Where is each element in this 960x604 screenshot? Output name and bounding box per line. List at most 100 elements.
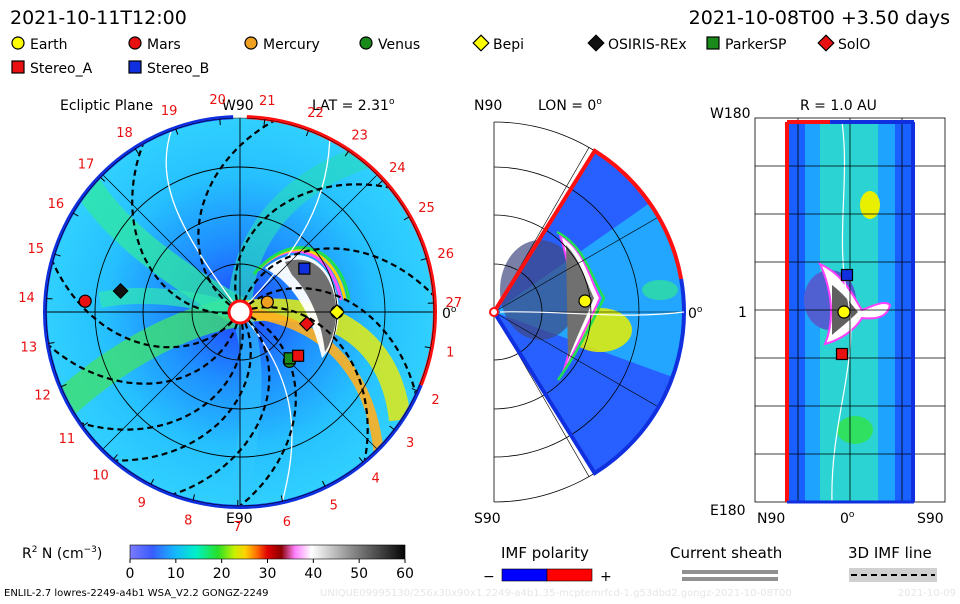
- ecliptic-title: Ecliptic Plane: [60, 98, 153, 114]
- meridional-top-label: N90: [474, 98, 502, 114]
- ecliptic-lat-label: LAT = 2.31o: [312, 97, 395, 114]
- carrington-tick-label: 25: [418, 201, 435, 216]
- carrington-tick-label: 6: [283, 515, 291, 530]
- legend-stereo-a-marker-icon: [12, 61, 24, 73]
- meridional-earth-marker: [579, 295, 591, 307]
- current-sheath-title: Current sheath: [670, 544, 782, 562]
- carrington-tick-label: 10: [92, 468, 109, 483]
- carrington-tick-label: 21: [259, 94, 276, 109]
- radial-stereo-a-marker: [837, 349, 848, 360]
- radial-r-label: R = 1.0 AU: [800, 98, 877, 114]
- meridional-panel: N90 LON = 0o S90 0o: [474, 97, 703, 527]
- legend-stereo-b-marker-icon: [129, 61, 141, 73]
- carrington-tick-label: 17: [78, 157, 95, 172]
- radial-panel: R = 1.0 AU W180 1 E180 N90 0o S90: [710, 98, 945, 527]
- radial-earth-marker: [838, 306, 850, 318]
- colorbar-tick-label: 60: [396, 566, 414, 582]
- legend-osiris-rex-marker-icon: [588, 35, 604, 51]
- colorbar-tick-label: 30: [259, 566, 277, 582]
- radial-stereo-b-marker: [842, 270, 853, 281]
- carrington-tick-label: 5: [330, 498, 338, 513]
- meridional-right-label: 0o: [688, 305, 703, 322]
- radial-bottom-zero: 0o: [840, 510, 855, 527]
- carrington-tick-label: 2: [431, 393, 439, 408]
- carrington-tick-label: 7: [233, 520, 241, 535]
- carrington-tick-label: 16: [48, 197, 65, 212]
- legend-earth-marker-icon: [12, 37, 24, 49]
- radial-top-left-label: W180: [710, 106, 751, 122]
- legend-parkersp-marker-icon: [707, 37, 719, 49]
- carrington-tick-label: 20: [209, 93, 226, 108]
- legend-venus-label: Venus: [378, 37, 420, 53]
- ecliptic-panel: Ecliptic Plane W90 LAT = 2.31o E90 0o: [18, 93, 462, 535]
- carrington-tick-label: 3: [406, 436, 414, 451]
- footer-date: 2021-10-09: [898, 588, 956, 599]
- imf-polarity-legend: IMF polarity − +: [483, 544, 612, 585]
- meridional-bottom-label: S90: [474, 511, 501, 527]
- imf-polarity-plus: +: [600, 569, 612, 585]
- imf-polarity-positive-swatch: [547, 569, 592, 581]
- imf-line-title: 3D IMF line: [848, 544, 932, 562]
- carrington-tick-label: 15: [27, 242, 44, 257]
- ecliptic-mercury-marker: [261, 296, 273, 308]
- current-sheath-legend: Current sheath: [670, 544, 782, 579]
- footer-watermark: UNIQUE09995130/256x30x90x1.2249-a4b1.35-…: [320, 588, 792, 599]
- meridional-lon-label: LON = 0o: [538, 97, 602, 114]
- radial-bottom-s90: S90: [917, 511, 944, 527]
- radial-bottom-left-label: E180: [710, 503, 746, 519]
- legend-mercury-label: Mercury: [263, 37, 320, 53]
- legend-stereo-b-label: Stereo_B: [147, 61, 209, 77]
- imf-polarity-negative-swatch: [502, 569, 547, 581]
- carrington-tick-label: 4: [371, 472, 379, 487]
- carrington-tick-label: 1: [446, 346, 454, 361]
- legend-bepi-label: Bepi: [493, 37, 524, 53]
- carrington-tick-label: 8: [184, 514, 192, 529]
- imf-polarity-minus: −: [483, 569, 495, 585]
- legend-earth-label: Earth: [30, 37, 68, 53]
- legend-solo-label: SolO: [838, 37, 870, 53]
- carrington-tick-label: 23: [351, 129, 368, 144]
- carrington-tick-label: 13: [21, 341, 38, 356]
- legend-parkersp-label: ParkerSP: [725, 37, 786, 53]
- legend-bepi-marker-icon: [473, 35, 489, 51]
- carrington-tick-label: 11: [59, 432, 76, 447]
- colorbar-tick-label: 20: [213, 566, 231, 582]
- legend-mars-marker-icon: [129, 37, 141, 49]
- carrington-tick-label: 18: [116, 126, 133, 141]
- carrington-tick-label: 19: [161, 104, 178, 119]
- colorbar-tick-label: 40: [304, 566, 322, 582]
- carrington-tick-label: 12: [34, 388, 51, 403]
- legend-osiris-rex-label: OSIRIS-REx: [608, 37, 687, 53]
- carrington-tick-label: 22: [307, 106, 324, 121]
- colorbar-gradient: [130, 545, 405, 559]
- meridional-sun-marker: [490, 308, 498, 316]
- legend-stereo-a-label: Stereo_A: [30, 61, 93, 77]
- model-time: 2021-10-08T00 +3.50 days: [689, 7, 950, 29]
- carrington-tick-label: 24: [389, 161, 406, 176]
- ecliptic-stereo-b-marker: [299, 263, 310, 274]
- sun-marker: [229, 301, 251, 323]
- carrington-tick-label: 14: [18, 291, 35, 306]
- imf-polarity-title: IMF polarity: [501, 544, 589, 562]
- legend-mars-label: Mars: [147, 37, 181, 53]
- carrington-tick-label: 9: [138, 496, 146, 511]
- imf-line-legend: 3D IMF line: [848, 544, 937, 582]
- legend-venus-marker-icon: [360, 37, 372, 49]
- carrington-tick-label: 26: [437, 247, 454, 262]
- legend-mercury-marker-icon: [245, 37, 257, 49]
- spacecraft-legend: Earth Mars Mercury Venus Bepi OSIRIS-REx Parke…: [12, 35, 870, 77]
- colorbar-label: R2 N (cm−3): [22, 545, 102, 562]
- ecliptic-stereo-a-marker: [293, 350, 304, 361]
- colorbar: R2 N (cm−3) 0 10 20 30 40 50 60: [22, 545, 414, 582]
- ecliptic-top-label: W90: [222, 98, 254, 114]
- radial-left-mid-label: 1: [738, 305, 747, 321]
- radial-bottom-n90: N90: [757, 511, 785, 527]
- colorbar-tick-label: 10: [167, 566, 185, 582]
- ecliptic-mars-marker: [79, 295, 91, 307]
- colorbar-tick-label: 0: [126, 566, 135, 582]
- obs-time: 2021-10-11T12:00: [10, 7, 187, 29]
- footer-model-info: ENLIL-2.7 lowres-2249-a4b1 WSA_V2.2 GONG…: [4, 588, 269, 599]
- legend-solo-marker-icon: [818, 35, 834, 51]
- colorbar-tick-label: 50: [350, 566, 368, 582]
